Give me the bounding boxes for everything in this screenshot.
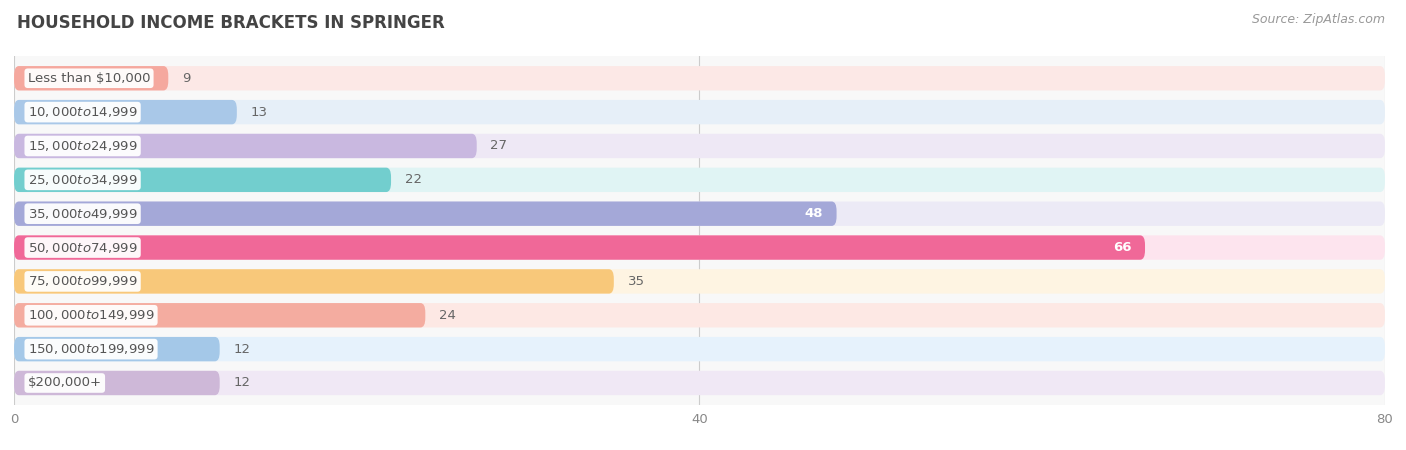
FancyBboxPatch shape [14,235,1385,260]
Text: $15,000 to $24,999: $15,000 to $24,999 [28,139,138,153]
FancyBboxPatch shape [14,202,837,226]
Text: $35,000 to $49,999: $35,000 to $49,999 [28,207,138,220]
Text: 24: 24 [439,309,456,322]
FancyBboxPatch shape [14,269,1385,293]
FancyBboxPatch shape [14,303,1385,328]
Text: 48: 48 [804,207,823,220]
FancyBboxPatch shape [14,202,1385,226]
Text: 35: 35 [627,275,644,288]
FancyBboxPatch shape [14,269,614,293]
FancyBboxPatch shape [14,66,169,90]
Text: 13: 13 [250,106,267,119]
Text: 12: 12 [233,342,250,356]
Text: HOUSEHOLD INCOME BRACKETS IN SPRINGER: HOUSEHOLD INCOME BRACKETS IN SPRINGER [17,14,444,32]
FancyBboxPatch shape [14,66,1385,90]
Text: Source: ZipAtlas.com: Source: ZipAtlas.com [1251,14,1385,27]
Text: $100,000 to $149,999: $100,000 to $149,999 [28,308,155,322]
Text: 27: 27 [491,140,508,153]
FancyBboxPatch shape [14,337,1385,361]
FancyBboxPatch shape [14,168,391,192]
Text: $10,000 to $14,999: $10,000 to $14,999 [28,105,138,119]
FancyBboxPatch shape [14,168,1385,192]
FancyBboxPatch shape [14,100,1385,124]
FancyBboxPatch shape [14,371,219,395]
Text: Less than $10,000: Less than $10,000 [28,72,150,85]
Text: $200,000+: $200,000+ [28,377,101,390]
Text: 22: 22 [405,173,422,186]
Text: $75,000 to $99,999: $75,000 to $99,999 [28,274,138,288]
FancyBboxPatch shape [14,303,425,328]
FancyBboxPatch shape [14,100,236,124]
Text: 9: 9 [181,72,190,85]
Text: $50,000 to $74,999: $50,000 to $74,999 [28,241,138,255]
FancyBboxPatch shape [14,235,1144,260]
Text: 12: 12 [233,377,250,390]
FancyBboxPatch shape [14,371,1385,395]
Text: $25,000 to $34,999: $25,000 to $34,999 [28,173,138,187]
FancyBboxPatch shape [14,337,219,361]
FancyBboxPatch shape [14,134,1385,158]
FancyBboxPatch shape [14,134,477,158]
Text: 66: 66 [1112,241,1132,254]
Text: $150,000 to $199,999: $150,000 to $199,999 [28,342,155,356]
